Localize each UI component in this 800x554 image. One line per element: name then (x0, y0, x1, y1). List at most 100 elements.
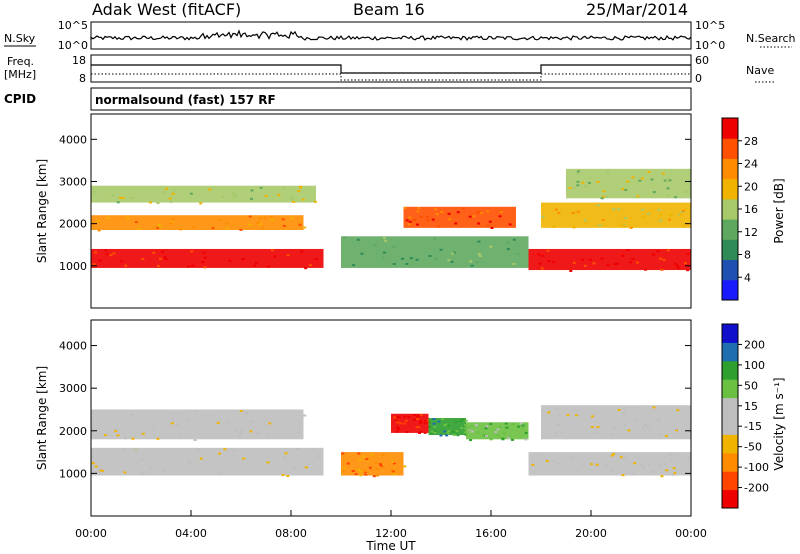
heatmap-cell (391, 461, 394, 463)
heatmap-cell (447, 259, 451, 262)
heatmap-cell (292, 466, 296, 469)
colorbar-segment (722, 138, 738, 159)
heatmap-cell (540, 254, 544, 257)
heatmap-cell (419, 215, 423, 218)
heatmap-cell (552, 260, 556, 263)
heatmap-cell (498, 426, 502, 429)
heatmap-cell (633, 418, 637, 421)
heatmap-cell (657, 209, 661, 212)
heatmap-cell (225, 222, 229, 225)
heatmap-cell (356, 238, 360, 241)
heatmap-cell (621, 188, 625, 190)
heatmap-cell (658, 417, 662, 420)
heatmap-cell (659, 213, 663, 216)
nsky-right-tick-bottom: 10^0 (695, 39, 725, 52)
heatmap-cell (443, 430, 447, 433)
heatmap-cell (638, 179, 642, 182)
velocity-data-layer (91, 405, 691, 478)
heatmap-cell (397, 427, 400, 430)
freq-left-tick-top: 18 (72, 54, 86, 67)
heatmap-cell (453, 430, 457, 433)
colorbar-tick-label: -100 (744, 461, 769, 474)
heatmap-cell (158, 257, 162, 260)
heatmap-cell (283, 456, 287, 459)
heatmap-cell (381, 453, 385, 456)
heatmap-cell (665, 180, 669, 183)
colorbar-segment (722, 471, 738, 491)
heatmap-cell (99, 468, 103, 470)
heatmap-cell (301, 198, 305, 201)
heatmap-cell (576, 172, 579, 175)
heatmap-cell (464, 419, 468, 422)
heatmap-cell (660, 475, 664, 478)
heatmap-cell (617, 409, 621, 411)
heatmap-cell (267, 265, 270, 268)
heatmap-cell (445, 434, 449, 437)
heatmap-cell (619, 456, 623, 459)
heatmap-cell (629, 226, 633, 229)
heatmap-cell (191, 264, 195, 267)
heatmap-band (91, 409, 304, 440)
colorbar-segment (722, 158, 738, 180)
heatmap-cell (640, 464, 644, 467)
beam-title: Beam 16 (353, 0, 425, 19)
heatmap-cell (554, 208, 558, 211)
heatmap-cell (303, 414, 307, 417)
heatmap-cell (659, 257, 662, 260)
heatmap-cell (540, 267, 544, 270)
cpid-label: CPID (4, 92, 36, 106)
heatmap-cell (392, 473, 396, 476)
heatmap-cell (521, 424, 525, 427)
heatmap-cell (218, 219, 222, 221)
heatmap-cell (476, 431, 480, 434)
heatmap-cell (119, 260, 123, 263)
heatmap-cell (114, 427, 118, 430)
colorbar-segment (722, 452, 738, 472)
colorbar-segment (722, 118, 738, 139)
heatmap-cell (175, 423, 179, 426)
heatmap-cell (290, 217, 294, 220)
heatmap-cell (504, 422, 508, 425)
heatmap-cell (141, 258, 145, 261)
heatmap-cell (451, 252, 455, 255)
heatmap-cell (627, 429, 631, 432)
heatmap-cell (426, 215, 429, 218)
heatmap-cell (501, 438, 505, 441)
heatmap-cell (193, 439, 197, 441)
heatmap-cell (404, 419, 408, 422)
velocity-colorbar-label: Velocity [m s⁻¹] (772, 377, 786, 470)
heatmap-cell (490, 227, 494, 229)
colorbar-segment (722, 259, 738, 281)
colorbar-segment (722, 239, 738, 261)
heatmap-cell (360, 252, 364, 255)
heatmap-cell (201, 261, 205, 264)
date-title: 25/Mar/2014 (586, 0, 688, 19)
heatmap-cell (684, 190, 688, 193)
heatmap-cell (583, 185, 587, 188)
heatmap-cell (618, 223, 622, 226)
heatmap-cell (604, 464, 608, 467)
heatmap-cell (173, 189, 176, 192)
x-tick-label: 08:00 (275, 527, 307, 540)
heatmap-cell (647, 463, 651, 466)
cpid-text: normalsound (fast) 157 RF (95, 93, 276, 107)
heatmap-cell (250, 197, 253, 200)
heatmap-cell (194, 409, 198, 412)
heatmap-cell (298, 223, 302, 226)
heatmap-cell (409, 257, 413, 260)
heatmap-cell (511, 423, 515, 425)
heatmap-cell (464, 424, 467, 426)
heatmap-cell (482, 433, 485, 436)
heatmap-cell (499, 436, 503, 439)
colorbar-segment (722, 219, 738, 240)
y-tick-label: 4000 (59, 133, 87, 146)
nsky-left-tick-top: 10^5 (58, 19, 88, 32)
heatmap-cell (100, 469, 104, 472)
heatmap-cell (679, 213, 683, 216)
heatmap-cell (623, 457, 627, 460)
heatmap-cell (430, 432, 434, 435)
heatmap-cell (170, 417, 174, 420)
heatmap-cell (470, 264, 474, 267)
heatmap-cell (231, 192, 235, 195)
